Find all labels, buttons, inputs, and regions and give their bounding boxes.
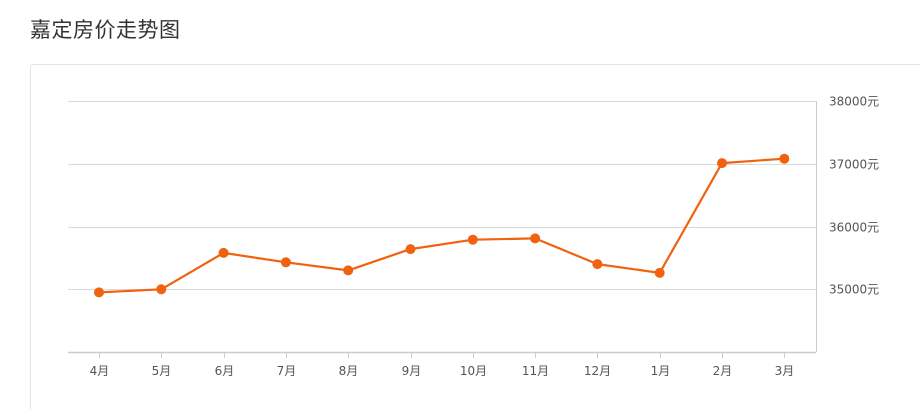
data-point: [218, 247, 229, 258]
x-tick-label: 8月: [339, 364, 359, 378]
x-tick-label: 7月: [277, 364, 297, 378]
data-point: [779, 153, 790, 164]
x-tick-label: 6月: [215, 364, 235, 378]
data-point: [280, 257, 291, 268]
x-tick-label: 10月: [460, 364, 487, 378]
x-tick-label: 12月: [584, 364, 611, 378]
data-point: [405, 244, 416, 255]
x-tick-label: 4月: [90, 364, 110, 378]
data-point: [467, 234, 478, 245]
y-tick-label: 35000元: [829, 283, 879, 297]
data-point: [654, 267, 665, 278]
x-tick-label: 9月: [402, 364, 422, 378]
data-point: [592, 259, 603, 270]
y-tick-label: 36000元: [829, 221, 879, 235]
x-tick-label: 2月: [713, 364, 733, 378]
y-tick-label: 38000元: [829, 95, 879, 109]
data-point: [343, 265, 354, 276]
series-line: [98, 157, 785, 294]
data-point: [717, 158, 727, 169]
x-tick-label: 3月: [775, 364, 795, 378]
x-tick-label: 5月: [152, 364, 172, 378]
page-title: 嘉定房价走势图: [30, 18, 181, 42]
data-point: [530, 233, 541, 244]
x-tick-label: 11月: [522, 364, 549, 378]
data-point: [156, 284, 167, 295]
y-tick-label: 37000元: [829, 158, 879, 172]
data-point: [94, 287, 104, 298]
x-tick-label: 1月: [651, 364, 671, 378]
